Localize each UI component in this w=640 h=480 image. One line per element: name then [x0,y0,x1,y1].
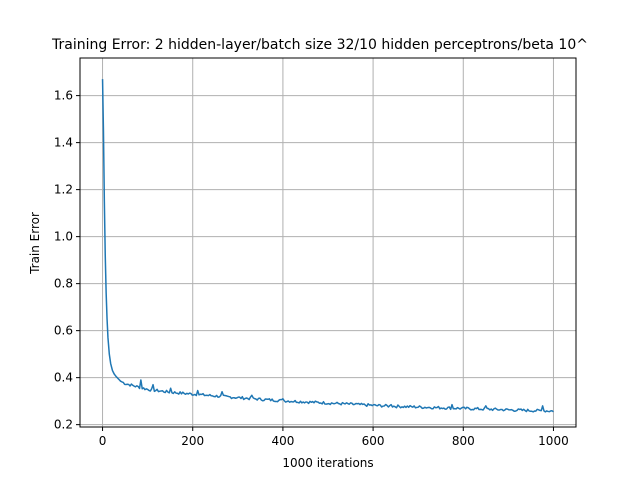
y-tick-label: 1.0 [54,230,73,244]
x-tick-label: 1000 [538,434,569,448]
x-axis-label: 1000 iterations [282,456,373,470]
x-tick-label: 400 [271,434,294,448]
axis-ticks: 0 200 400 600 800 1000 0.2 0.4 0.6 0.8 1.0 1.2 1.4 1.… [54,89,569,448]
y-tick-label: 0.2 [54,418,73,432]
plot-area [101,79,554,413]
chart-title: Training Error: 2 hidden-layer/batch siz… [51,37,588,53]
train-error-line [101,79,554,413]
axes-frame [79,57,577,428]
y-tick-label: 1.2 [54,183,73,197]
y-tick-label: 0.8 [54,277,73,291]
x-tick-label: 600 [362,434,385,448]
x-tick-label: 0 [99,434,107,448]
y-axis-label: Train Error [28,212,42,275]
x-tick-label: 800 [452,434,475,448]
y-tick-label: 0.6 [54,324,73,338]
y-tick-label: 1.4 [54,136,73,150]
grid [80,58,576,427]
y-tick-label: 0.4 [54,371,73,385]
y-tick-label: 1.6 [54,89,73,103]
x-tick-label: 200 [181,434,204,448]
